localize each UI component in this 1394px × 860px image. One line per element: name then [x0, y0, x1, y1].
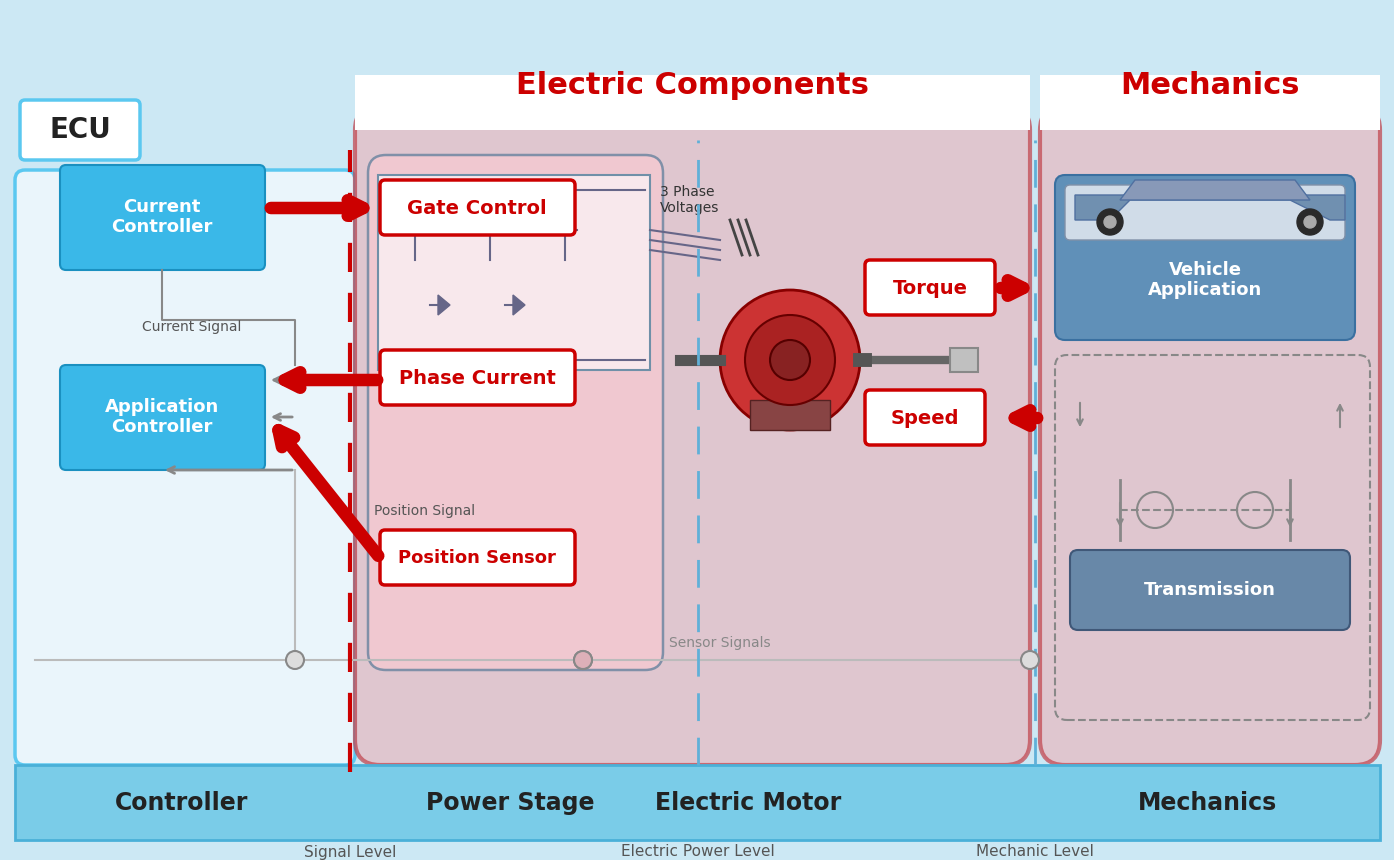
Circle shape — [1020, 651, 1039, 669]
Polygon shape — [1075, 195, 1345, 220]
Text: Mechanics: Mechanics — [1121, 71, 1299, 100]
Text: Mechanic Level: Mechanic Level — [976, 845, 1094, 859]
Circle shape — [744, 315, 835, 405]
FancyBboxPatch shape — [1065, 185, 1345, 240]
Circle shape — [574, 651, 592, 669]
Text: Mechanics: Mechanics — [1139, 791, 1278, 815]
Circle shape — [1296, 209, 1323, 235]
Circle shape — [410, 185, 420, 195]
FancyBboxPatch shape — [355, 105, 1030, 765]
FancyBboxPatch shape — [15, 170, 355, 765]
Circle shape — [574, 651, 592, 669]
Text: Position Signal: Position Signal — [375, 504, 475, 518]
Text: Vehicle
Application: Vehicle Application — [1147, 261, 1262, 299]
FancyBboxPatch shape — [1055, 175, 1355, 340]
Circle shape — [719, 290, 860, 430]
Bar — [750, 400, 829, 430]
Text: Signal Level: Signal Level — [304, 845, 396, 859]
FancyBboxPatch shape — [1040, 105, 1380, 765]
FancyBboxPatch shape — [1071, 550, 1349, 630]
FancyBboxPatch shape — [381, 530, 574, 585]
Text: Current
Controller: Current Controller — [112, 198, 213, 237]
Text: Electric Power Level: Electric Power Level — [622, 845, 775, 859]
FancyBboxPatch shape — [60, 365, 265, 470]
Polygon shape — [438, 295, 450, 315]
Circle shape — [1104, 216, 1117, 228]
FancyBboxPatch shape — [381, 350, 574, 405]
Circle shape — [485, 185, 495, 195]
Text: Electric Components: Electric Components — [516, 71, 868, 100]
Polygon shape — [513, 295, 526, 315]
FancyBboxPatch shape — [60, 165, 265, 270]
FancyBboxPatch shape — [20, 100, 139, 160]
Bar — [949, 348, 979, 372]
FancyBboxPatch shape — [866, 390, 986, 445]
Text: 3 Phase
Voltages: 3 Phase Voltages — [659, 185, 719, 215]
FancyBboxPatch shape — [866, 260, 995, 315]
Bar — [15, 765, 1380, 840]
Bar — [355, 75, 1030, 130]
Text: Current Signal: Current Signal — [142, 320, 241, 334]
Text: Position Sensor: Position Sensor — [399, 549, 556, 567]
FancyBboxPatch shape — [368, 155, 664, 670]
Text: Transmission: Transmission — [1144, 581, 1276, 599]
Text: Power Stage: Power Stage — [425, 791, 594, 815]
Text: Electric Motor: Electric Motor — [655, 791, 841, 815]
Circle shape — [286, 651, 304, 669]
FancyBboxPatch shape — [381, 180, 574, 235]
Text: Application
Controller: Application Controller — [105, 397, 219, 436]
Text: ECU: ECU — [49, 116, 112, 144]
Polygon shape — [1119, 180, 1310, 200]
Text: Controller: Controller — [116, 791, 248, 815]
Text: Torque: Torque — [892, 279, 967, 298]
Text: Speed: Speed — [891, 408, 959, 427]
Circle shape — [1097, 209, 1124, 235]
Circle shape — [1303, 216, 1316, 228]
Text: Gate Control: Gate Control — [407, 199, 546, 218]
Bar — [378, 175, 650, 370]
Circle shape — [560, 185, 570, 195]
Circle shape — [769, 340, 810, 380]
Text: Phase Current: Phase Current — [399, 368, 555, 388]
Bar — [1040, 75, 1380, 130]
Text: Sensor Signals: Sensor Signals — [669, 636, 771, 650]
